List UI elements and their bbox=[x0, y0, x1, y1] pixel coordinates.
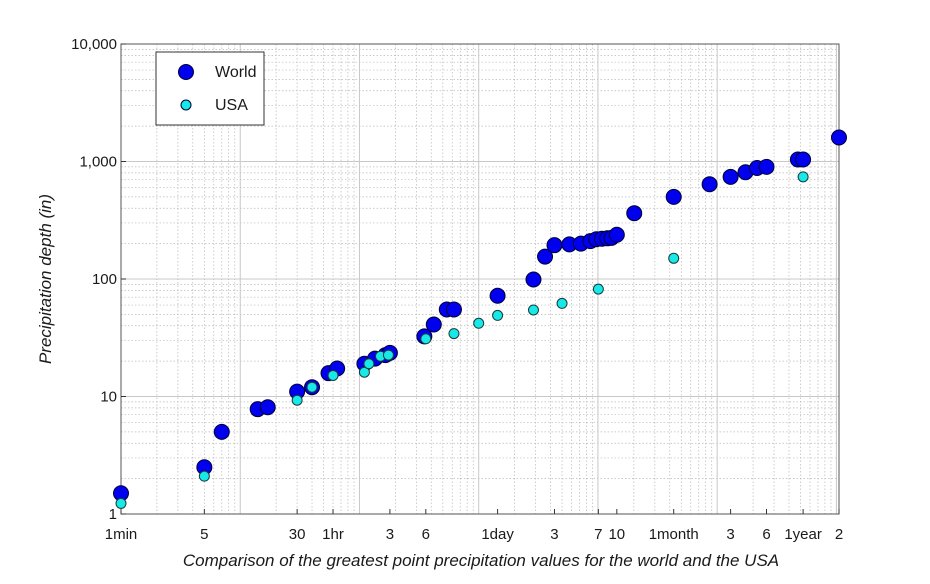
data-point-usa bbox=[527, 304, 539, 316]
data-point-world bbox=[525, 271, 542, 288]
data-point-world bbox=[795, 151, 812, 168]
x-tick-label: 1min bbox=[105, 526, 138, 543]
x-axis-title: Comparison of the greatest point precipi… bbox=[183, 551, 779, 570]
data-point-world bbox=[425, 316, 442, 333]
data-point-usa bbox=[556, 297, 568, 309]
axis-ticks: 1min 5 30 1hr 3 6 1day 3 7 10 1month 3 6 1year 2 1 10 100… bbox=[71, 36, 843, 543]
data-point-world bbox=[445, 301, 462, 318]
data-point-world bbox=[489, 287, 506, 304]
data-point-usa bbox=[306, 381, 318, 393]
legend-box bbox=[155, 51, 265, 126]
data-point-usa bbox=[358, 366, 370, 378]
data-points bbox=[113, 129, 847, 509]
x-tick-label: 6 bbox=[762, 526, 770, 543]
legend: World USA bbox=[155, 51, 265, 126]
x-tick-label: 6 bbox=[422, 526, 430, 543]
data-point-world bbox=[213, 423, 230, 440]
data-point-usa bbox=[382, 349, 394, 361]
data-point-usa bbox=[668, 252, 680, 264]
x-tick-label: 2 bbox=[835, 526, 843, 543]
y-tick-label: 10 bbox=[100, 389, 117, 406]
data-point-world bbox=[608, 226, 625, 243]
series-world bbox=[113, 129, 847, 502]
data-point-world bbox=[259, 399, 276, 416]
data-point-usa bbox=[115, 497, 127, 509]
y-tick-label: 1 bbox=[109, 506, 117, 523]
data-point-world bbox=[758, 158, 775, 175]
data-point-usa bbox=[448, 328, 460, 340]
data-point-usa bbox=[592, 283, 604, 295]
x-tick-label: 3 bbox=[386, 526, 394, 543]
x-tick-label: 1day bbox=[481, 526, 514, 543]
data-point-usa bbox=[327, 369, 339, 381]
data-point-usa bbox=[797, 171, 809, 183]
legend-marker-usa bbox=[180, 99, 192, 111]
legend-label-world: World bbox=[215, 64, 257, 81]
x-tick-label: 3 bbox=[550, 526, 558, 543]
x-tick-label: 7 bbox=[594, 526, 602, 543]
x-tick-label: 3 bbox=[726, 526, 734, 543]
data-point-usa bbox=[492, 309, 504, 321]
data-point-world bbox=[546, 237, 563, 254]
data-point-usa bbox=[198, 470, 210, 482]
y-tick-label: 100 bbox=[92, 271, 117, 288]
data-point-usa bbox=[420, 333, 432, 345]
legend-marker-world bbox=[178, 64, 194, 80]
data-point-world bbox=[665, 188, 682, 205]
data-point-world bbox=[701, 176, 718, 193]
data-point-usa bbox=[291, 394, 303, 406]
x-tick-label: 30 bbox=[289, 526, 306, 543]
y-axis-title: Precipitation depth (in) bbox=[36, 194, 55, 364]
data-point-usa bbox=[363, 358, 375, 370]
y-tick-label: 1,000 bbox=[79, 154, 117, 171]
data-point-world bbox=[626, 205, 643, 222]
x-tick-label: 1year bbox=[784, 526, 822, 543]
x-tick-label: 10 bbox=[608, 526, 625, 543]
legend-label-usa: USA bbox=[215, 97, 248, 114]
data-point-usa bbox=[473, 317, 485, 329]
series-usa bbox=[115, 171, 809, 509]
data-point-world bbox=[722, 168, 739, 185]
x-tick-label: 1hr bbox=[322, 526, 344, 543]
data-point-world bbox=[537, 248, 554, 265]
x-tick-label: 1month bbox=[649, 526, 699, 543]
x-tick-label: 5 bbox=[200, 526, 208, 543]
data-point-world bbox=[831, 129, 847, 146]
y-tick-label: 10,000 bbox=[71, 36, 117, 53]
